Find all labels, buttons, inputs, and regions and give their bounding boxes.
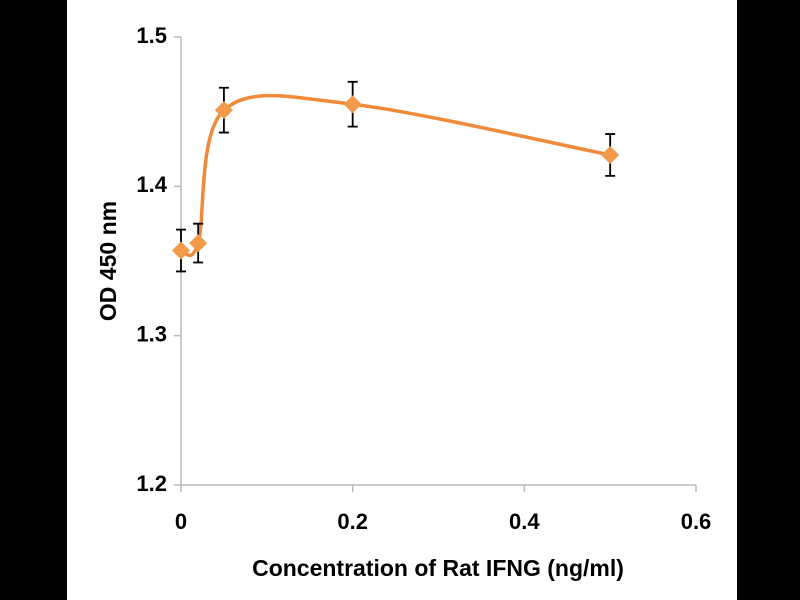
y-tick-label: 1.3 — [136, 321, 167, 346]
point — [172, 241, 190, 260]
point — [601, 145, 620, 164]
point — [214, 101, 233, 120]
x-tick-label: 0.6 — [681, 509, 712, 534]
point — [343, 95, 362, 114]
plot-panel — [67, 0, 737, 600]
y-tick-label: 1.5 — [136, 23, 167, 48]
x-tick-label: 0.4 — [509, 509, 540, 534]
x-tick-label: 0.2 — [337, 509, 368, 534]
y-tick-label: 1.2 — [136, 471, 167, 496]
x-tick-label: 0 — [175, 509, 187, 534]
point — [189, 234, 208, 253]
x-axis-title: Concentration of Rat IFNG (ng/ml) — [252, 555, 624, 581]
y-axis-title: OD 450 nm — [95, 201, 121, 321]
y-tick-label: 1.4 — [136, 172, 167, 197]
